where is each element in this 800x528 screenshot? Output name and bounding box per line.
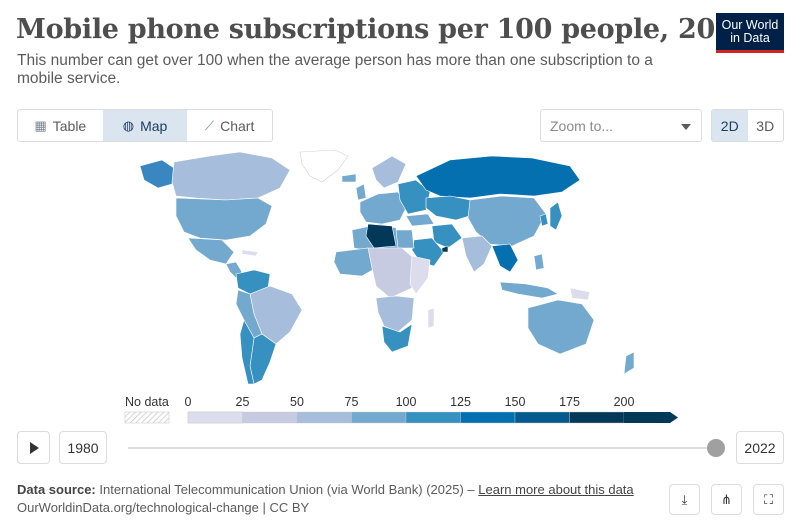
region-libya[interactable] bbox=[365, 223, 397, 249]
table-icon: ▦ bbox=[34, 117, 47, 133]
owid-logo[interactable]: Our World in Data bbox=[716, 13, 784, 53]
tab-map-label: Map bbox=[140, 117, 168, 134]
line-chart-icon: ⟋ bbox=[205, 117, 215, 133]
region-greenland[interactable] bbox=[299, 149, 349, 183]
tab-chart-label: Chart bbox=[220, 117, 255, 134]
legend-scale: 0 25 50 75 100 125 150 175 200 bbox=[185, 395, 678, 424]
legend-overflow-arrow[interactable] bbox=[624, 412, 678, 423]
zoom-select[interactable]: Zoom to... bbox=[540, 109, 702, 142]
play-button[interactable] bbox=[17, 431, 50, 464]
legend-tick-label: 0 bbox=[185, 395, 192, 409]
region-cuba[interactable] bbox=[241, 249, 259, 257]
learn-more-link[interactable]: Learn more about this data bbox=[478, 482, 634, 497]
region-southern-africa[interactable] bbox=[375, 295, 415, 333]
region-uk[interactable] bbox=[355, 183, 367, 201]
tab-chart[interactable]: ⟋ Chart bbox=[187, 110, 272, 141]
region-mongolia-china[interactable] bbox=[467, 195, 547, 247]
legend-tick-label: 175 bbox=[559, 395, 580, 409]
region-southeast-asia[interactable] bbox=[491, 243, 519, 273]
share-button[interactable]: ⋔ bbox=[711, 484, 742, 515]
color-legend: No data 0 25 50 75 100 125 150 175 200 bbox=[124, 395, 678, 424]
legend-bin[interactable] bbox=[460, 411, 516, 424]
chart-url: OurWorldinData.org/technological-change … bbox=[17, 500, 310, 515]
chart-title: Mobile phone subscriptions per 100 peopl… bbox=[16, 14, 752, 45]
world-map[interactable] bbox=[130, 148, 670, 390]
data-source-label: Data source: bbox=[17, 482, 96, 497]
region-uae[interactable] bbox=[441, 245, 449, 253]
region-chile[interactable] bbox=[239, 319, 255, 385]
region-scandinavia[interactable] bbox=[371, 155, 407, 189]
legend-bin[interactable] bbox=[296, 411, 352, 424]
legend-no-data-swatch bbox=[124, 411, 170, 424]
zoom-placeholder: Zoom to... bbox=[550, 118, 614, 134]
legend-tick-label: 125 bbox=[450, 395, 471, 409]
projection-3d-button[interactable]: 3D bbox=[756, 117, 775, 134]
legend-tick-label: 100 bbox=[396, 395, 417, 409]
legend-bin[interactable] bbox=[187, 411, 243, 424]
timeline-end-year[interactable]: 2022 bbox=[736, 431, 784, 464]
region-central-africa[interactable] bbox=[367, 247, 417, 299]
legend-tick-label: 150 bbox=[505, 395, 526, 409]
region-canada[interactable] bbox=[171, 151, 291, 201]
region-papua-new-guinea[interactable] bbox=[569, 287, 591, 301]
projection-2d-button[interactable]: 2D bbox=[712, 110, 748, 141]
legend-bin[interactable] bbox=[405, 411, 461, 424]
download-icon: ⤓ bbox=[681, 491, 688, 507]
region-india[interactable] bbox=[461, 235, 493, 273]
region-new-zealand[interactable] bbox=[623, 351, 635, 375]
region-egypt[interactable] bbox=[395, 229, 415, 249]
data-source: Data source: International Telecommunica… bbox=[17, 482, 634, 497]
region-western-europe[interactable] bbox=[359, 191, 409, 225]
timeline-start-year[interactable]: 1980 bbox=[59, 431, 107, 464]
legend-bin[interactable] bbox=[569, 411, 625, 424]
region-indonesia[interactable] bbox=[499, 281, 559, 299]
legend-no-data-label: No data bbox=[125, 395, 169, 409]
globe-icon: ◍ bbox=[122, 117, 135, 133]
region-eastern-europe[interactable] bbox=[397, 179, 431, 215]
region-philippines[interactable] bbox=[533, 253, 545, 271]
chart-subtitle: This number can get over 100 when the av… bbox=[17, 52, 653, 87]
logo-line-2: in Data bbox=[730, 31, 770, 45]
timeline-handle[interactable] bbox=[707, 439, 725, 457]
region-russia[interactable] bbox=[415, 155, 581, 199]
legend-tick-label: 25 bbox=[236, 395, 250, 409]
projection-toggle: 2D 3D bbox=[711, 109, 784, 142]
region-kazakhstan[interactable] bbox=[425, 195, 477, 221]
legend-bin[interactable] bbox=[242, 411, 298, 424]
tab-table[interactable]: ▦ Table bbox=[18, 110, 103, 141]
view-tabs: ▦ Table ◍ Map ⟋ Chart bbox=[17, 109, 273, 142]
region-mexico[interactable] bbox=[187, 237, 235, 265]
region-japan[interactable] bbox=[549, 201, 563, 231]
region-usa[interactable] bbox=[175, 197, 273, 241]
fullscreen-icon: ⛶ bbox=[763, 491, 774, 507]
logo-line-1: Our World bbox=[721, 18, 779, 32]
tab-table-label: Table bbox=[52, 117, 87, 134]
tab-map[interactable]: ◍ Map bbox=[102, 110, 188, 141]
chevron-down-icon bbox=[681, 124, 691, 130]
share-icon: ⋔ bbox=[721, 491, 732, 507]
region-iran[interactable] bbox=[431, 223, 463, 249]
region-alaska[interactable] bbox=[139, 159, 175, 189]
legend-tick-label: 50 bbox=[290, 395, 304, 409]
region-iceland[interactable] bbox=[341, 173, 357, 183]
timeline-track[interactable] bbox=[128, 447, 716, 449]
fullscreen-button[interactable]: ⛶ bbox=[753, 484, 784, 515]
region-east-africa[interactable] bbox=[409, 255, 431, 295]
region-turkey[interactable] bbox=[405, 213, 435, 227]
legend-tick-label: 75 bbox=[345, 395, 359, 409]
region-korea[interactable] bbox=[539, 213, 549, 227]
region-argentina[interactable] bbox=[249, 333, 277, 385]
legend-bin[interactable] bbox=[514, 411, 570, 424]
play-icon bbox=[30, 441, 39, 454]
region-south-africa[interactable] bbox=[381, 323, 413, 353]
region-madagascar[interactable] bbox=[427, 307, 435, 329]
legend-tick-label: 200 bbox=[614, 395, 635, 409]
legend-bin[interactable] bbox=[351, 411, 407, 424]
download-button[interactable]: ⤓ bbox=[669, 484, 700, 515]
data-source-text: International Telecommunication Union (v… bbox=[99, 482, 479, 497]
region-australia[interactable] bbox=[527, 299, 595, 355]
